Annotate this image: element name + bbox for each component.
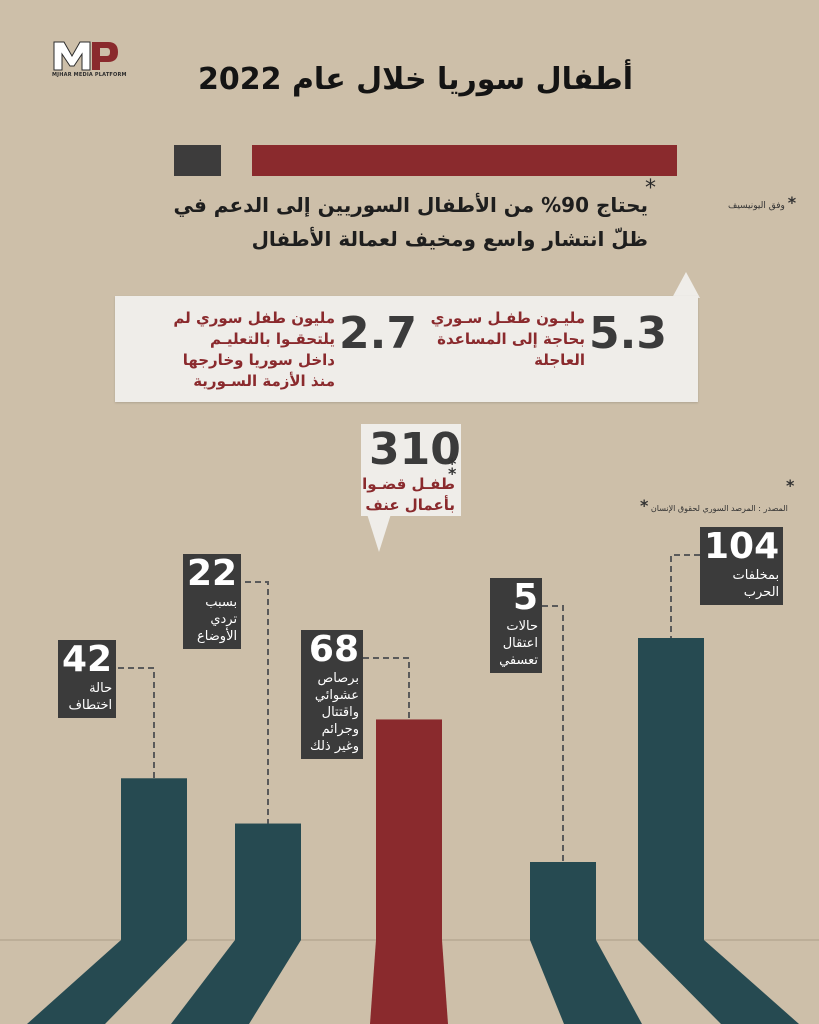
bar-perspective-1: [171, 940, 301, 1024]
stats-card: 5.3 مليـون طفـل سـوري بحاجة إلى المساعدة…: [115, 296, 698, 402]
bar-3: [530, 862, 596, 940]
bar-category-line: الحرب: [743, 585, 780, 600]
lead-line-1: يحتاج 90% من الأطفال السوريين إلى الدعم …: [173, 193, 648, 217]
bar-category-line: برصاص: [317, 671, 359, 686]
bar-value-label: 5: [512, 577, 538, 618]
lead-statement: يحتاج 90% من الأطفال السوريين إلى الدعم …: [128, 188, 648, 256]
need-aid-line-2: بحاجة إلى المساعدة: [437, 330, 585, 348]
brand-logo-text: MJHAR MEDIA PLATFORM: [52, 72, 127, 78]
bar-category-label: حالات اعتقال تعسفي: [490, 618, 542, 673]
card-pointer: [672, 272, 700, 298]
ninety-percent-bar: [174, 145, 677, 176]
asterisk-icon: *: [640, 496, 649, 515]
bar-category-label: بمخلفات الحرب: [700, 567, 783, 605]
asterisk-icon: *: [786, 476, 795, 495]
bar-category-line: وغير ذلك: [309, 739, 359, 754]
no-school-line-4: منذ الأزمة السـورية: [193, 372, 335, 390]
asterisk-icon: *: [448, 454, 457, 473]
bar-category-line: عشوائي: [314, 688, 359, 703]
bar-category-line: اعتقال: [502, 636, 538, 651]
unicef-note-text: وفق اليونيسيف: [728, 201, 785, 211]
bar-value-label: 68: [308, 629, 359, 670]
bar-value-label: 22: [187, 553, 238, 594]
no-school-line-1: مليون طفل سوري لم: [173, 309, 335, 327]
bar-perspective-0: [27, 940, 187, 1024]
bar-perspective-3: [530, 940, 642, 1024]
source-note-text: المصدر : المرصد السوري لحقوق الإنسان: [650, 504, 788, 513]
bar-label-3: 5 حالات اعتقال تعسفي: [490, 578, 542, 673]
killed-line-1: طفـل قضـوا: [362, 475, 455, 493]
killed-text: طفـل قضـوا بأعمال عنف: [361, 474, 455, 516]
leader-line-2: [363, 657, 410, 720]
bar-label-0: 42 حالة اختطاف: [58, 639, 117, 718]
bar-label-4: 104 بمخلفات الحرب: [700, 526, 784, 605]
bar-label-1: 22 بسبب تردي الأوضاع: [183, 553, 242, 649]
brand-logo: MJHAR MEDIA PLATFORM: [52, 36, 127, 80]
progress-fill: [252, 145, 677, 176]
mp-logo-icon: [53, 41, 118, 71]
bar-perspective-2: [370, 940, 448, 1024]
bar-label-2: 68 برصاص عشوائي واقتتال وجرائم وغير ذلك: [301, 630, 363, 759]
lead-line-2: ظلّ انتشار واسع ومخيف لعمالة الأطفال: [251, 227, 648, 251]
progress-rest: [174, 145, 222, 176]
no-school-line-3: داخل سوريا وخارجها: [182, 351, 335, 369]
killed-line-2: بأعمال عنف: [365, 496, 455, 514]
leader-line-4: [670, 554, 700, 638]
bar-category-line: اختطاف: [68, 698, 113, 713]
asterisk-icon: *: [448, 464, 457, 483]
asterisk-icon: *: [787, 193, 797, 212]
bar-1: [235, 823, 301, 940]
killed-callout: 310 طفـل قضـوا بأعمال عنف: [361, 424, 461, 516]
bar-2: [376, 719, 442, 940]
killed-value: 310: [369, 424, 461, 475]
bar-category-line: حالة: [89, 681, 113, 696]
bar-category-label: بسبب تردي الأوضاع: [183, 594, 241, 649]
bar-category-label: برصاص عشوائي واقتتال وجرائم وغير ذلك: [301, 670, 363, 759]
leader-line-1: [235, 581, 269, 824]
bar-perspective-4: [638, 940, 799, 1024]
callout-pointer: [367, 514, 391, 552]
bar-category-line: الأوضاع: [197, 629, 238, 644]
no-school-value: 2.7: [339, 308, 417, 359]
source-note: المصدر : المرصد السوري لحقوق الإنسان *: [640, 496, 788, 515]
bar-category-line: تردي: [210, 612, 238, 627]
bar-category-line: حالات: [506, 619, 538, 634]
need-aid-value: 5.3: [589, 308, 667, 359]
bar-category-line: بمخلفات: [732, 568, 780, 583]
bar-category-label: حالة اختطاف: [58, 680, 116, 718]
bar-4: [638, 638, 704, 940]
leader-line-3: [542, 605, 564, 862]
no-school-line-2: يلتحقـوا بالتعليـم: [209, 330, 335, 348]
leader-line-0: [108, 667, 155, 779]
bar-0: [121, 778, 187, 940]
bar-category-line: بسبب: [205, 595, 238, 610]
need-aid-line-3: العاجلة: [534, 351, 585, 369]
no-school-text: مليون طفل سوري لم يلتحقـوا بالتعليـم داخ…: [160, 308, 335, 392]
bar-value-label: 104: [704, 526, 780, 567]
bar-category-line: واقتتال: [321, 705, 359, 720]
bar-category-line: وجرائم: [321, 722, 359, 737]
need-aid-line-1: مليـون طفـل سـوري: [430, 309, 585, 327]
bar-value-label: 42: [62, 639, 113, 680]
need-aid-text: مليـون طفـل سـوري بحاجة إلى المساعدة الع…: [405, 308, 585, 371]
page-title: أطفال سوريا خلال عام 2022: [198, 62, 633, 97]
asterisk-icon: *: [645, 176, 656, 201]
unicef-note: * وفق اليونيسيف: [728, 193, 796, 212]
bar-category-line: تعسفي: [499, 653, 538, 668]
